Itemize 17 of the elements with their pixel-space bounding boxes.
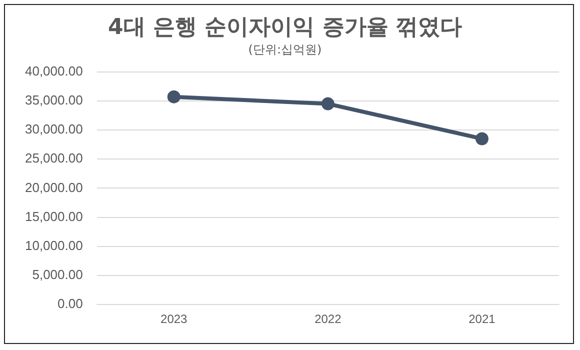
point (321, 97, 334, 110)
y-tick-label: 40,000.00 (24, 63, 83, 78)
y-tick-label: 20,000.00 (24, 180, 83, 195)
y-tick-label: 30,000.00 (24, 122, 83, 137)
x-tick-label: 2022 (314, 312, 342, 326)
y-tick-label: 5,000.00 (32, 267, 83, 282)
y-tick-label: 10,000.00 (24, 238, 83, 253)
y-tick-label: 0.00 (58, 296, 83, 312)
point (167, 90, 180, 104)
chart-subtitle: (단위:십억원) (248, 42, 322, 57)
x-tick-label: 2021 (468, 312, 496, 326)
y-tick-label: 25,000.00 (24, 150, 83, 166)
point (475, 132, 488, 146)
y-tick-label: 15,000.00 (24, 208, 83, 224)
y-tick-label: 35,000.00 (24, 92, 83, 108)
x-tick-label: 2023 (160, 312, 188, 326)
chart-title: 4대 은행 순이자이익 증가율 꺾였다 (108, 14, 462, 40)
